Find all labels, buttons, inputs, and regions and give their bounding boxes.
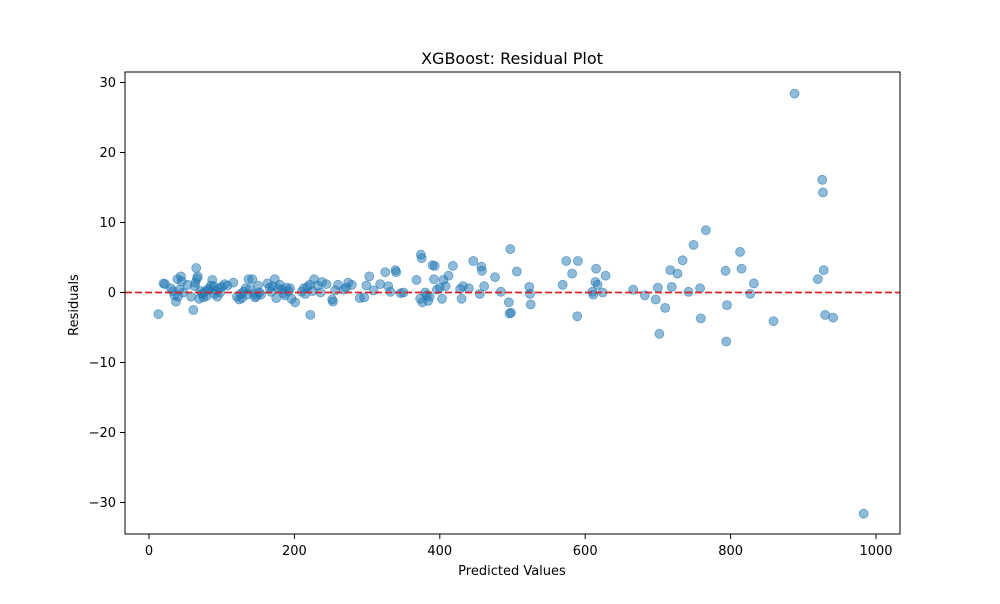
scatter-points: [153, 88, 869, 519]
scatter-point: [654, 328, 665, 339]
scatter-point: [361, 280, 372, 291]
scatter-point: [463, 283, 474, 294]
x-tick-label: 400: [427, 544, 452, 559]
scatter-point: [192, 271, 203, 282]
scatter-point: [437, 293, 447, 304]
y-tick-label: −30: [89, 496, 116, 511]
scatter-point: [153, 309, 164, 320]
scatter-point: [247, 274, 258, 285]
scatter-point: [321, 279, 332, 290]
x-tick-label: 0: [145, 544, 153, 559]
scatter-point: [490, 272, 500, 283]
scatter-point: [736, 263, 747, 274]
scatter-point: [380, 267, 391, 278]
scatter-point: [191, 263, 202, 273]
scatter-point: [748, 278, 759, 289]
y-tick-label: −20: [89, 426, 116, 441]
scatter-point: [672, 268, 683, 279]
scatter-point: [695, 283, 705, 294]
scatter-point: [525, 299, 536, 310]
y-tick-label: −10: [89, 356, 116, 371]
scatter-point: [479, 281, 490, 292]
scatter-point: [818, 187, 828, 198]
scatter-point: [660, 302, 671, 313]
scatter-point: [567, 268, 578, 279]
scatter-point: [305, 309, 316, 320]
scatter-point: [817, 174, 828, 185]
scatter-point: [768, 316, 779, 327]
y-tick-label: 30: [99, 76, 116, 91]
scatter-point: [188, 305, 199, 315]
scatter-point: [688, 239, 699, 250]
scatter-point: [588, 289, 599, 300]
scatter-point: [328, 296, 338, 307]
x-tick-label: 1000: [859, 544, 892, 559]
scatter-point: [722, 300, 732, 311]
scatter-point: [477, 265, 487, 276]
scatter-point: [789, 88, 800, 99]
scatter-point: [456, 293, 467, 304]
scatter-point: [818, 265, 829, 276]
scatter-point: [695, 313, 706, 324]
scatter-point: [511, 266, 522, 277]
scatter-point: [666, 281, 677, 292]
scatter-point: [285, 283, 295, 294]
scatter-point: [447, 260, 458, 271]
scatter-point: [858, 508, 869, 519]
x-axis: 0 200 400 600 800 1000: [145, 534, 893, 559]
y-axis-label: Residuals: [67, 274, 82, 336]
scatter-point: [650, 294, 661, 305]
scatter-point: [700, 225, 711, 236]
scatter-point: [561, 256, 572, 266]
scatter-point: [506, 307, 516, 318]
scatter-point: [443, 270, 454, 281]
scatter-point: [271, 293, 282, 304]
x-tick-label: 600: [573, 544, 598, 559]
scatter-point: [290, 297, 301, 308]
scatter-point: [256, 289, 266, 300]
scatter-point: [720, 265, 731, 276]
y-tick-label: 0: [108, 286, 116, 301]
scatter-point: [828, 312, 839, 323]
scatter-point: [228, 277, 239, 288]
scatter-point: [812, 274, 823, 285]
scatter-point: [429, 274, 439, 285]
scatter-point: [721, 336, 732, 347]
scatter-point: [440, 281, 451, 292]
scatter-point: [745, 288, 756, 299]
scatter-point: [557, 279, 568, 290]
chart-title: XGBoost: Residual Plot: [421, 49, 603, 68]
scatter-point: [186, 291, 197, 302]
scatter-point: [391, 267, 402, 278]
scatter-point: [411, 274, 422, 285]
scatter-point: [505, 244, 516, 255]
x-axis-label: Predicted Values: [458, 564, 566, 579]
x-tick-label: 200: [282, 544, 307, 559]
y-tick-label: 10: [99, 216, 116, 231]
scatter-point: [600, 270, 611, 281]
scatter-point: [503, 297, 514, 308]
scatter-point: [468, 256, 479, 266]
scatter-point: [416, 253, 427, 264]
scatter-point: [592, 279, 603, 290]
scatter-point: [424, 291, 435, 302]
scatter-point: [346, 279, 357, 290]
y-axis: −30 −20 −10 0 10 20 30: [89, 76, 125, 511]
scatter-point: [735, 246, 745, 257]
plot-frame: [124, 71, 901, 535]
y-tick-label: 20: [99, 146, 116, 161]
scatter-point: [429, 260, 440, 271]
x-tick-label: 800: [718, 544, 743, 559]
scatter-point: [525, 288, 535, 299]
scatter-point: [359, 292, 370, 303]
scatter-point: [364, 271, 375, 282]
scatter-point: [653, 282, 663, 293]
scatter-point: [375, 279, 386, 290]
scatter-point: [573, 256, 583, 266]
scatter-point: [591, 263, 602, 274]
scatter-point: [572, 311, 583, 322]
scatter-point: [677, 255, 688, 266]
